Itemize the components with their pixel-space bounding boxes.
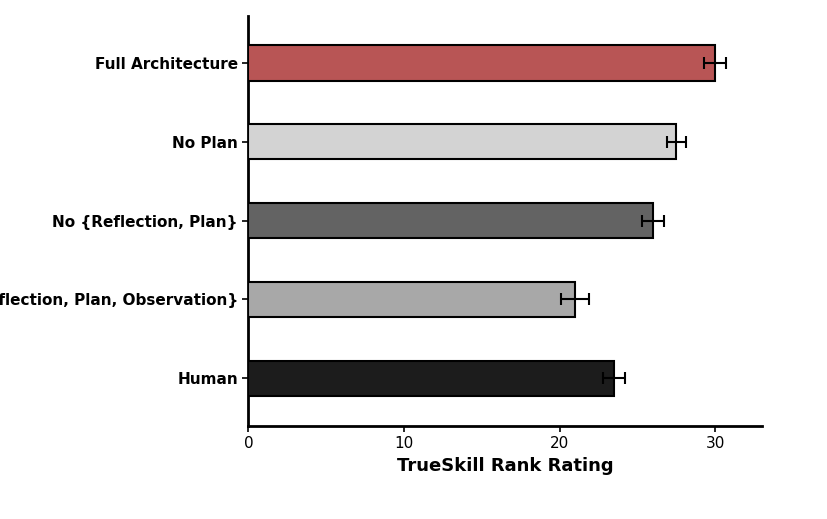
- Bar: [248, 203, 652, 238]
- Bar: [248, 361, 614, 396]
- Bar: [248, 45, 715, 80]
- Bar: [248, 282, 575, 317]
- Bar: [248, 124, 676, 159]
- X-axis label: TrueSkill Rank Rating: TrueSkill Rank Rating: [396, 457, 613, 474]
